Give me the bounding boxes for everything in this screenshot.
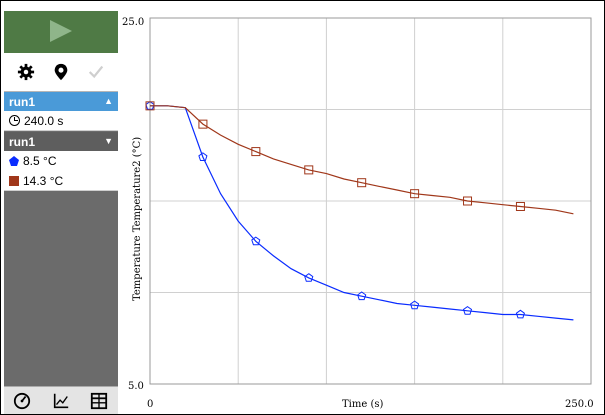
- elapsed-time-row: 240.0 s: [4, 111, 118, 131]
- graph-panel[interactable]: 25.0 5.0 0 250.0 Time (s) Temperature Te…: [120, 11, 602, 413]
- sidebar: run1 ▲ 240.0 s run1 ▼ 8.5 °C 14.3 °C: [4, 11, 118, 413]
- x-tick-label: 250.0: [565, 399, 594, 410]
- caret-up-icon[interactable]: ▲: [104, 96, 113, 106]
- clock-icon: [9, 115, 20, 126]
- play-icon[interactable]: [50, 20, 72, 42]
- play-bar: [4, 11, 118, 53]
- elapsed-time: 240.0 s: [24, 113, 64, 128]
- y-tick-label: 25.0: [122, 17, 144, 28]
- data-point-marker: [304, 273, 314, 282]
- series-line-2: [150, 105, 574, 215]
- meter-view-icon[interactable]: [10, 390, 34, 412]
- data-point-marker: [304, 165, 314, 175]
- x-tick-label: 0: [147, 399, 153, 410]
- data-point-marker: [515, 309, 525, 319]
- table-view-icon[interactable]: [87, 390, 111, 412]
- measurement-value: 8.5 °C: [23, 154, 57, 168]
- data-point-marker: [251, 236, 261, 246]
- data-point-marker: [357, 178, 367, 188]
- measurement-value: 14.3 °C: [23, 173, 64, 188]
- view-toolbar: [4, 386, 118, 414]
- run-selector-top[interactable]: run1 ▲: [4, 92, 118, 111]
- caret-down-icon[interactable]: ▼: [104, 136, 113, 146]
- temperature-chart[interactable]: 25.0 5.0 0 250.0 Time (s) Temperature Te…: [120, 11, 602, 413]
- marker-pin-icon[interactable]: [47, 59, 75, 85]
- plot-area: [149, 17, 592, 385]
- grid: [150, 18, 591, 384]
- data-point-marker: [198, 119, 208, 129]
- tool-row: [4, 53, 118, 92]
- y-tick-label: 5.0: [128, 381, 144, 392]
- data-point-marker: [251, 147, 261, 157]
- y-axis-label: Temperature Temperature2 (°C): [132, 137, 143, 301]
- run-label: run1: [9, 94, 36, 109]
- data-point-marker: [463, 196, 473, 206]
- settings-icon[interactable]: [12, 59, 40, 85]
- series-group: [145, 100, 574, 321]
- data-point-marker: [145, 100, 155, 110]
- data-point-marker: [357, 291, 367, 301]
- data-point-marker: [410, 189, 420, 199]
- data-point-marker: [410, 300, 420, 310]
- pentagon-marker-icon: [9, 156, 19, 166]
- measurement-row-temperature[interactable]: 8.5 °C: [4, 151, 118, 171]
- checkmark-icon[interactable]: [82, 59, 110, 85]
- run-label: run1: [9, 134, 36, 149]
- run-selector-second[interactable]: run1 ▼: [4, 132, 118, 151]
- data-point-marker: [145, 101, 155, 111]
- square-marker-icon: [9, 175, 19, 186]
- data-point-marker: [198, 152, 208, 161]
- data-point-marker: [462, 305, 473, 315]
- series-line-1: [150, 105, 574, 321]
- measurement-row-temperature2[interactable]: 14.3 °C: [4, 171, 118, 191]
- graph-view-icon[interactable]: [49, 390, 73, 412]
- data-point-marker: [515, 201, 525, 211]
- x-axis-label: Time (s): [342, 399, 383, 410]
